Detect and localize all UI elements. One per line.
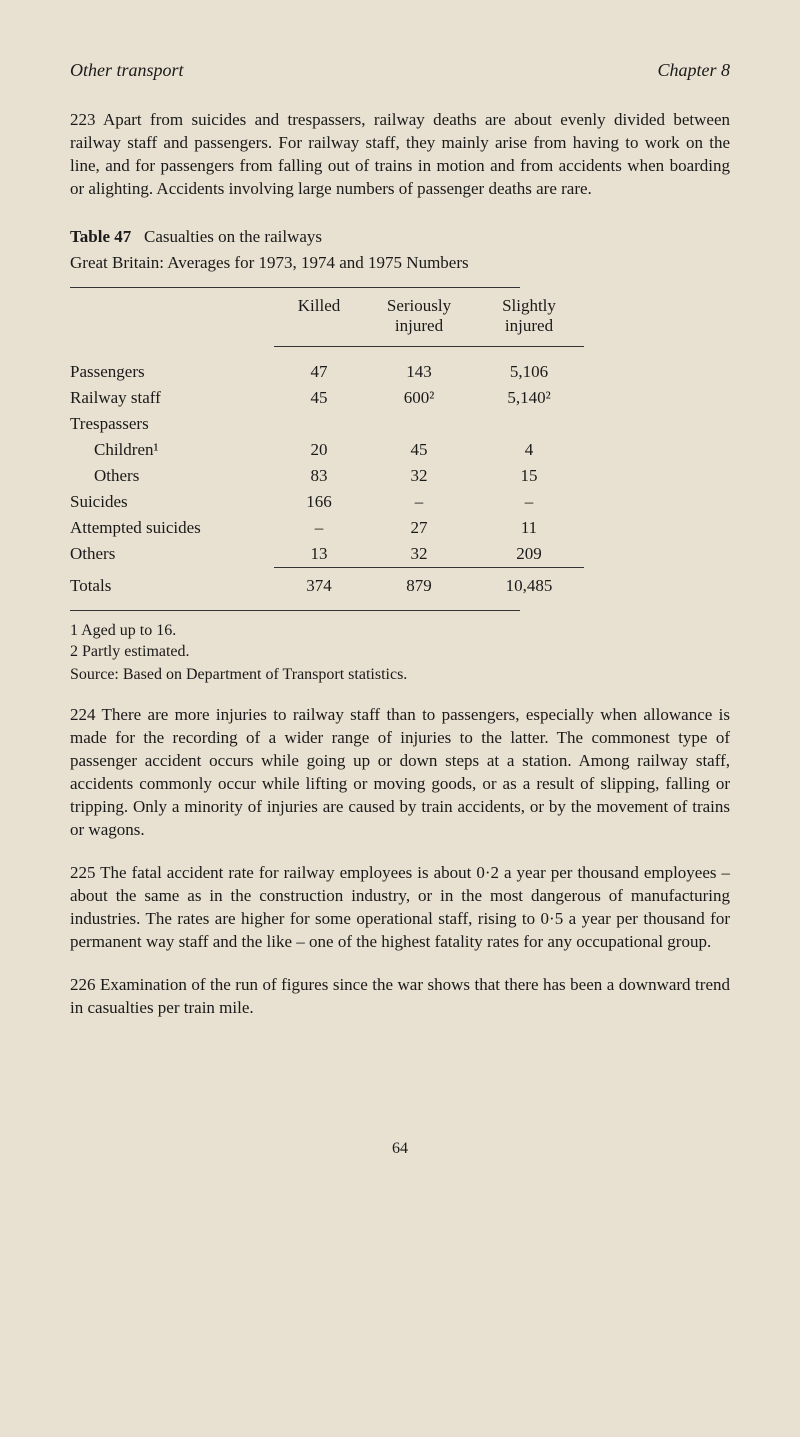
cell: 27 — [364, 515, 474, 541]
cell: 11 — [474, 515, 584, 541]
table-header-row: Killed Seriouslyinjured Slightlyinjured — [70, 288, 584, 347]
cell: 143 — [364, 359, 474, 385]
page-number: 64 — [70, 1140, 730, 1158]
cell: 45 — [274, 385, 364, 411]
footnote-2: 2 Partly estimated. — [70, 642, 730, 663]
table-number: Table 47 — [70, 227, 131, 246]
row-label: Others — [70, 541, 274, 568]
col-killed: Killed — [274, 288, 364, 347]
row-label: Passengers — [70, 359, 274, 385]
page: Other transport Chapter 8 223 Apart from… — [0, 0, 800, 1238]
totals-slightly: 10,485 — [474, 567, 584, 604]
paragraph-224: 224 There are more injuries to railway s… — [70, 704, 730, 842]
table-footnotes: 1 Aged up to 16. 2 Partly estimated. — [70, 621, 730, 663]
cell: 32 — [364, 541, 474, 568]
table-row: Attempted suicides–2711 — [70, 515, 584, 541]
paragraph-226: 226 Examination of the run of figures si… — [70, 974, 730, 1020]
row-label: Others — [70, 463, 274, 489]
table-row: Passengers471435,106 — [70, 359, 584, 385]
table-row: Railway staff45600²5,140² — [70, 385, 584, 411]
table-title: Table 47 Casualties on the railways — [70, 227, 730, 247]
cell: 83 — [274, 463, 364, 489]
cell: 13 — [274, 541, 364, 568]
row-label: Children¹ — [70, 437, 274, 463]
cell: 5,140² — [474, 385, 584, 411]
row-label: Attempted suicides — [70, 515, 274, 541]
row-label: Trespassers — [70, 411, 274, 437]
cell: – — [474, 489, 584, 515]
totals-seriously: 879 — [364, 567, 474, 604]
table-subtitle: Great Britain: Averages for 1973, 1974 a… — [70, 253, 730, 273]
cell: 47 — [274, 359, 364, 385]
row-label: Railway staff — [70, 385, 274, 411]
footnote-1: 1 Aged up to 16. — [70, 621, 730, 642]
cell: – — [274, 515, 364, 541]
table-row: Children¹20454 — [70, 437, 584, 463]
cell — [274, 411, 364, 437]
table-totals-row: Totals 374 879 10,485 — [70, 567, 584, 604]
cell: 5,106 — [474, 359, 584, 385]
cell: 4 — [474, 437, 584, 463]
table-body: Passengers471435,106Railway staff45600²5… — [70, 346, 584, 567]
cell: 209 — [474, 541, 584, 568]
totals-killed: 374 — [274, 567, 364, 604]
col-slightly-injured: Slightlyinjured — [474, 288, 584, 347]
cell: 15 — [474, 463, 584, 489]
totals-label: Totals — [70, 567, 274, 604]
header-left: Other transport — [70, 60, 184, 81]
cell: 20 — [274, 437, 364, 463]
table-source: Source: Based on Department of Transport… — [70, 666, 730, 684]
header-right: Chapter 8 — [657, 60, 730, 81]
table-bottom-rule — [70, 610, 520, 611]
table-caption: Casualties on the railways — [144, 227, 322, 246]
paragraph-225: 225 The fatal accident rate for railway … — [70, 862, 730, 954]
table-row: Suicides166–– — [70, 489, 584, 515]
running-header: Other transport Chapter 8 — [70, 60, 730, 81]
cell: – — [364, 489, 474, 515]
cell: 166 — [274, 489, 364, 515]
cell — [364, 411, 474, 437]
col-seriously-injured: Seriouslyinjured — [364, 288, 474, 347]
table-row: Trespassers — [70, 411, 584, 437]
cell: 600² — [364, 385, 474, 411]
row-label: Suicides — [70, 489, 274, 515]
cell: 32 — [364, 463, 474, 489]
cell: 45 — [364, 437, 474, 463]
paragraph-223: 223 Apart from suicides and trespassers,… — [70, 109, 730, 201]
casualties-table: Killed Seriouslyinjured Slightlyinjured … — [70, 288, 584, 604]
cell — [474, 411, 584, 437]
table-row: Others833215 — [70, 463, 584, 489]
table-row: Others1332209 — [70, 541, 584, 568]
